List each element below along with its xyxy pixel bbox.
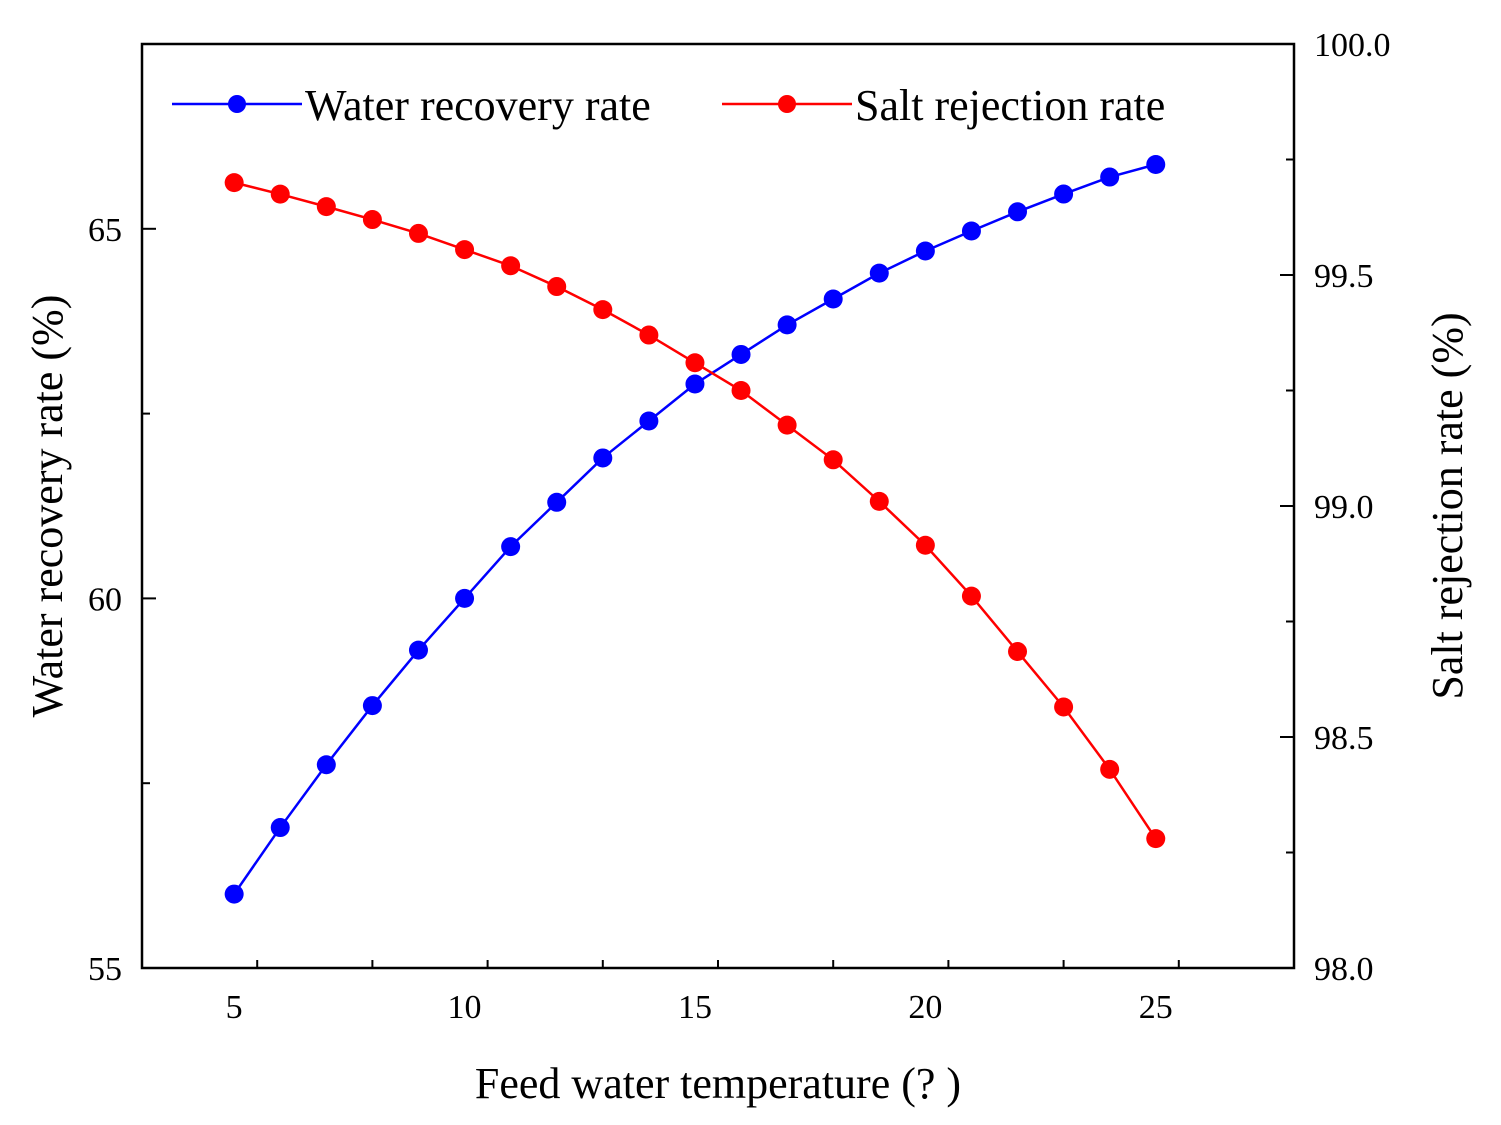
- salt-rejection-point: [639, 325, 659, 345]
- salt-rejection-point: [915, 535, 935, 555]
- x-tick-label: 25: [1139, 989, 1173, 1026]
- water-recovery-point: [1008, 202, 1028, 222]
- salt-rejection-point: [869, 491, 889, 511]
- salt-rejection-point: [961, 586, 981, 606]
- water-recovery-point: [408, 640, 428, 660]
- left-y-tick-label: 55: [88, 951, 122, 988]
- water-recovery-point: [915, 241, 935, 261]
- legend-label-water: Water recovery rate: [305, 81, 651, 130]
- x-tick-label: 20: [908, 989, 942, 1026]
- salt-rejection-point: [270, 184, 290, 204]
- water-recovery-point: [547, 492, 567, 512]
- x-tick-label: 5: [226, 989, 243, 1026]
- salt-rejection-point: [547, 277, 567, 297]
- series-layer: [224, 154, 1166, 904]
- x-axis-ticks: 5 10 15 20 25: [141, 960, 1295, 1026]
- salt-rejection-point: [224, 173, 244, 193]
- salt-rejection-point: [731, 381, 751, 400]
- salt-rejection-point: [823, 450, 843, 470]
- salt-rejection-point: [777, 415, 797, 435]
- water-recovery-point: [316, 755, 336, 775]
- water-recovery-point: [777, 315, 797, 335]
- water-recovery-line: [233, 163, 1157, 895]
- x-tick-label: 15: [678, 989, 712, 1026]
- water-recovery-point: [869, 263, 889, 283]
- water-recovery-point: [593, 448, 613, 468]
- water-recovery-point: [501, 537, 521, 557]
- legend-marker-salt: [778, 95, 796, 113]
- salt-rejection-point: [1146, 829, 1166, 849]
- salt-rejection-line: [233, 181, 1157, 840]
- water-recovery-point: [823, 289, 843, 309]
- left-y-axis-title: Water recovery rate (%): [23, 295, 72, 718]
- legend-label-salt: Salt rejection rate: [855, 81, 1165, 130]
- right-y-tick-label: 98.0: [1314, 951, 1374, 988]
- x-axis-title: Feed water temperature (? ): [475, 1059, 961, 1108]
- water-recovery-point: [685, 374, 705, 394]
- left-y-axis-ticks: 55 60 65: [88, 43, 156, 988]
- right-y-tick-label: 99.0: [1314, 489, 1374, 526]
- water-recovery-point: [1146, 154, 1166, 174]
- salt-rejection-point: [316, 197, 336, 217]
- right-y-tick-label: 99.5: [1314, 258, 1374, 295]
- salt-rejection-point: [685, 353, 705, 373]
- plot-frame: [140, 42, 1296, 970]
- right-y-tick-label: 100.0: [1314, 27, 1391, 64]
- water-recovery-point: [1100, 167, 1120, 187]
- water-recovery-point: [639, 411, 659, 431]
- water-recovery-point: [455, 588, 475, 608]
- water-recovery-point: [961, 221, 981, 241]
- salt-rejection-point: [593, 300, 613, 320]
- x-tick-label: 10: [448, 989, 482, 1026]
- legend-marker-water: [228, 95, 246, 113]
- salt-rejection-point: [362, 210, 382, 230]
- right-y-axis-title: Salt rejection rate (%): [1423, 312, 1472, 699]
- water-recovery-point: [1054, 184, 1074, 204]
- salt-rejection-point: [408, 223, 428, 243]
- salt-rejection-point: [455, 240, 475, 260]
- right-y-axis-ticks: 98.0 98.5 99.0 99.5 100.0: [1280, 27, 1391, 988]
- salt-rejection-point: [501, 256, 521, 276]
- legend: Water recovery rate Salt rejection rate: [172, 81, 1165, 130]
- salt-rejection-point: [1100, 759, 1120, 779]
- left-y-tick-label: 65: [88, 212, 122, 249]
- water-recovery-point: [362, 696, 382, 716]
- salt-rejection-point: [1054, 697, 1074, 717]
- left-y-tick-label: 60: [88, 581, 122, 618]
- salt-rejection-point: [1008, 642, 1028, 662]
- water-recovery-point: [224, 884, 244, 904]
- water-recovery-point: [270, 818, 290, 838]
- right-y-tick-label: 98.5: [1314, 720, 1374, 757]
- water-recovery-point: [731, 344, 751, 364]
